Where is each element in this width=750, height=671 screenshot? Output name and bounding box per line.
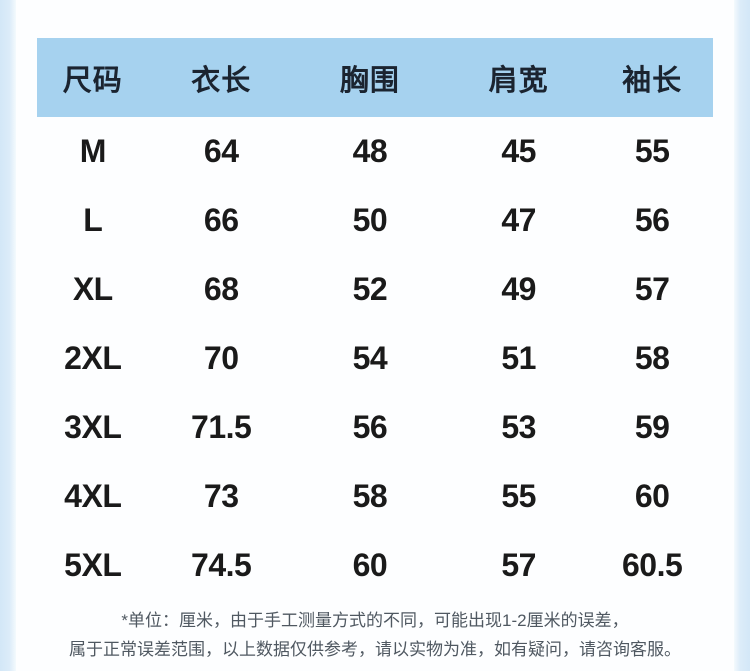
measurement-cell: 54 bbox=[352, 340, 388, 376]
measurement-cell: 58 bbox=[634, 340, 670, 376]
column-header-length: 衣长 bbox=[191, 64, 252, 97]
measurement-cell: 53 bbox=[501, 409, 536, 445]
measurement-cell: 73 bbox=[203, 478, 239, 514]
column-header-size: 尺码 bbox=[62, 64, 123, 97]
measurement-cell: 52 bbox=[352, 271, 388, 307]
table-row: 3XL 71.5 56 53 59 bbox=[37, 393, 713, 462]
size-cell: XL bbox=[72, 271, 113, 307]
size-cell: 5XL bbox=[64, 547, 122, 583]
measurement-cell: 57 bbox=[501, 547, 536, 583]
size-cell: M bbox=[79, 133, 107, 169]
measurement-cell: 55 bbox=[501, 478, 536, 514]
measurement-cell: 50 bbox=[352, 202, 388, 238]
disclaimer-line-1: *单位：厘米，由于手工测量方式的不同，可能出现1-2厘米的误差， bbox=[121, 611, 629, 630]
table-row: 5XL 74.5 60 57 60.5 bbox=[37, 531, 713, 600]
measurement-cell: 56 bbox=[352, 409, 388, 445]
measurement-cell: 47 bbox=[501, 202, 536, 238]
table-header-row: 尺码 衣长 胸围 肩宽 袖长 bbox=[37, 38, 713, 117]
measurement-cell: 68 bbox=[203, 271, 239, 307]
measurement-cell: 74.5 bbox=[191, 547, 252, 583]
disclaimer-line-2: 属于正常误差范围，以上数据仅供参考，请以实物为准，如有疑问，请咨询客服。 bbox=[69, 640, 681, 659]
size-chart-table: 尺码 衣长 胸围 肩宽 袖长 M 64 48 45 55 L 66 50 47 … bbox=[37, 38, 713, 600]
measurement-cell: 66 bbox=[203, 202, 239, 238]
right-edge-decoration bbox=[734, 0, 750, 671]
measurement-cell: 60.5 bbox=[621, 547, 683, 583]
table-row: 4XL 73 58 55 60 bbox=[37, 462, 713, 531]
measurement-cell: 60 bbox=[634, 478, 670, 514]
table-row: L 66 50 47 56 bbox=[37, 186, 713, 255]
measurement-cell: 56 bbox=[634, 202, 670, 238]
measurement-cell: 71.5 bbox=[191, 409, 252, 445]
measurement-cell: 45 bbox=[501, 133, 536, 169]
left-edge-decoration bbox=[0, 0, 16, 671]
measurement-cell: 60 bbox=[352, 547, 388, 583]
size-cell: L bbox=[83, 202, 103, 238]
column-header-shoulder: 肩宽 bbox=[488, 64, 549, 97]
measurement-cell: 64 bbox=[203, 133, 239, 169]
measurement-cell: 48 bbox=[352, 133, 388, 169]
measurement-cell: 51 bbox=[501, 340, 536, 376]
measurement-cell: 55 bbox=[634, 133, 670, 169]
table-row: 2XL 70 54 51 58 bbox=[37, 324, 713, 393]
measurement-cell: 57 bbox=[634, 271, 670, 307]
measurement-cell: 70 bbox=[203, 340, 239, 376]
table-row: M 64 48 45 55 bbox=[37, 117, 713, 186]
table-row: XL 68 52 49 57 bbox=[37, 255, 713, 324]
column-header-chest: 胸围 bbox=[339, 64, 400, 97]
column-header-sleeve: 袖长 bbox=[622, 64, 683, 97]
measurement-cell: 58 bbox=[352, 478, 388, 514]
size-cell: 3XL bbox=[64, 409, 122, 445]
size-cell: 4XL bbox=[64, 478, 122, 514]
measurement-cell: 59 bbox=[634, 409, 670, 445]
size-cell: 2XL bbox=[64, 340, 122, 376]
measurement-cell: 49 bbox=[501, 271, 536, 307]
measurement-disclaimer: *单位：厘米，由于手工测量方式的不同，可能出现1-2厘米的误差， 属于正常误差范… bbox=[0, 606, 750, 664]
